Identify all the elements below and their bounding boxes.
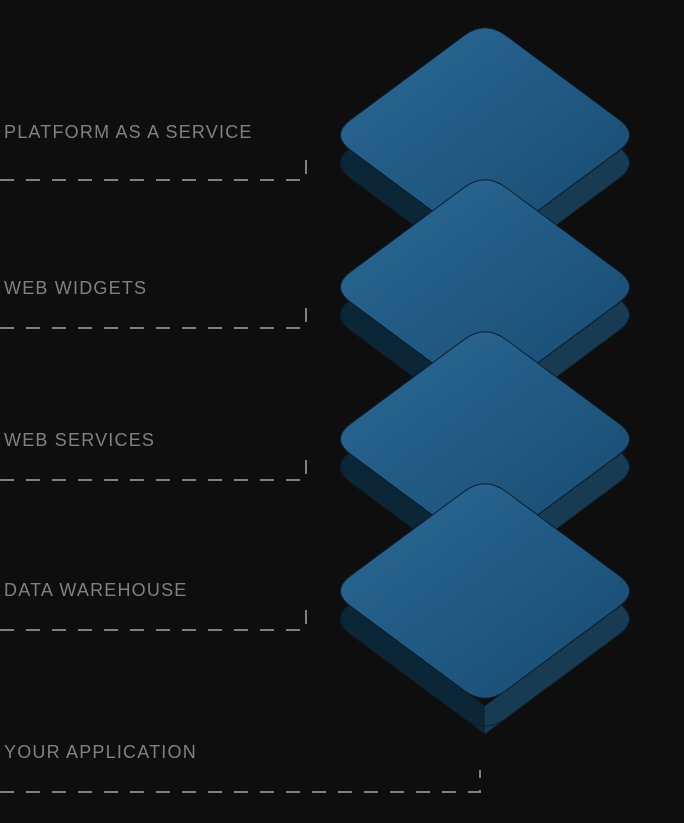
layer-label: PLATFORM AS A SERVICE — [4, 122, 253, 143]
leader-line — [0, 608, 310, 634]
leader-line — [0, 770, 484, 796]
leader-line — [0, 458, 310, 484]
layer-label: WEB SERVICES — [4, 430, 155, 451]
layer-label: YOUR APPLICATION — [4, 742, 197, 763]
diagram-canvas: PLATFORM AS A SERVICE WEB WIDGETS WEB SERV… — [0, 0, 684, 823]
stack-tile — [330, 476, 640, 743]
layer-label: DATA WAREHOUSE — [4, 580, 188, 601]
leader-line — [0, 306, 310, 332]
leader-line — [0, 150, 310, 184]
layer-label: WEB WIDGETS — [4, 278, 147, 299]
